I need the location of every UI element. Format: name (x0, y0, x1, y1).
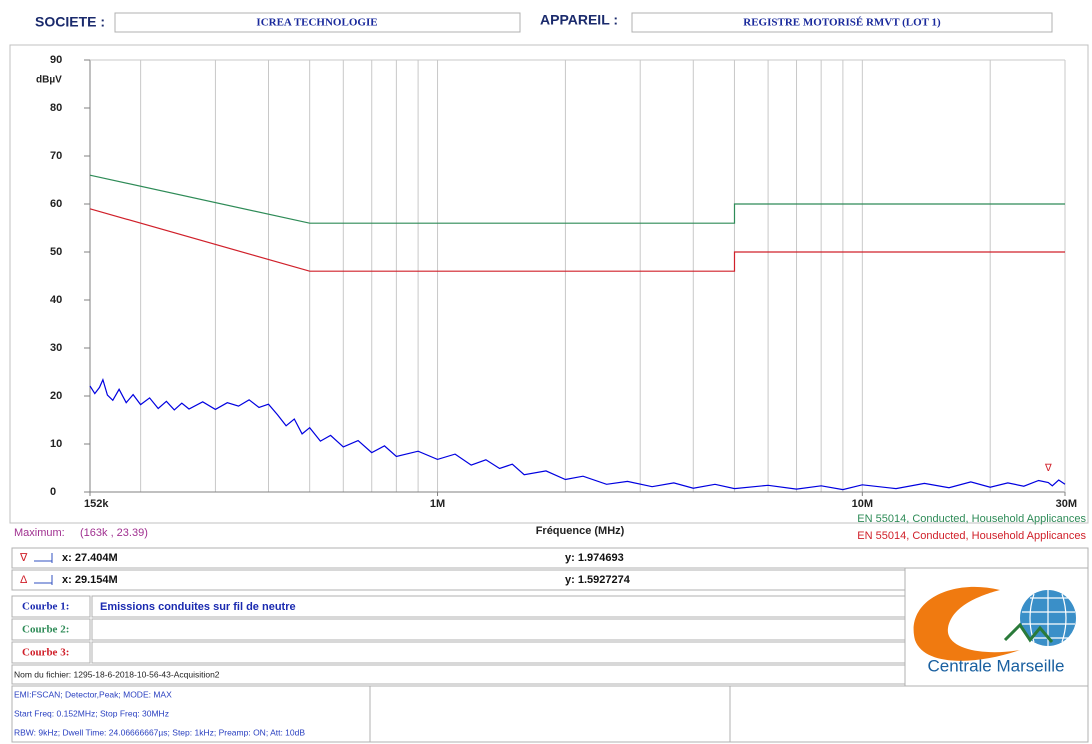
x-tick-label: 1M (430, 498, 445, 510)
file-row (11, 664, 906, 685)
y-tick-label: 60 (50, 198, 62, 210)
settings-cell (11, 685, 371, 743)
curves-table: Courbe 1: Emissions conduites sur fil de … (11, 595, 906, 664)
curve-label-cell (11, 641, 91, 664)
y-tick-label: 40 (50, 294, 62, 306)
company: ICREA TECHNOLOGIE (256, 17, 377, 29)
setting-line: EMI:FSCAN; Detector,Peak; MODE: MAX (14, 689, 172, 699)
curve-text: Emissions conduites sur fil de neutre (100, 601, 296, 613)
marker-x: x: 27.404M (62, 552, 118, 564)
company-label: SOCIETE : (35, 14, 105, 30)
device: REGISTRE MOTORISÉ RMVT (LOT 1) (743, 17, 941, 29)
curve-label: Courbe 1: (22, 601, 69, 613)
logo-m (1003, 622, 1054, 643)
y-tick-label: 10 (50, 438, 62, 450)
logo: Centrale Marseille (913, 586, 1076, 675)
curve-label-cell (11, 595, 91, 618)
marker-y: y: 1.5927274 (565, 574, 631, 586)
marker-symbol: Δ (20, 574, 28, 586)
company-box (114, 12, 521, 33)
file-name: Nom du fichier: 1295-18-6-2018-10-56-43-… (14, 669, 220, 679)
chart-frame (9, 44, 1089, 524)
logo-swoosh (913, 586, 1020, 661)
curve-label: Courbe 3: (22, 647, 69, 659)
y-tick-label: 20 (50, 390, 62, 402)
marker-row (11, 547, 1089, 569)
curve-label: Courbe 2: (22, 624, 69, 636)
y-tick-label: 0 (50, 486, 56, 498)
y-axis-label: dBµV (36, 75, 62, 86)
series-line (89, 208, 1065, 272)
x-tick-label: 10M (852, 498, 873, 510)
y-tick-label: 70 (50, 150, 62, 162)
series-line (89, 174, 1065, 224)
setting-line: RBW: 9kHz; Dwell Time: 24.06666667µs; St… (14, 727, 305, 737)
curve-label-cell (11, 618, 91, 641)
series-line (89, 377, 1066, 491)
y-tick-label: 90 (50, 54, 62, 66)
legend-entry: EN 55014, Conducted, Household Applicanc… (857, 530, 1086, 542)
y-tick-label: 80 (50, 102, 62, 114)
y-tick-label: 50 (50, 246, 62, 258)
maximum-label: Maximum: (14, 527, 65, 539)
marker-line (34, 575, 53, 585)
settings-cell (729, 685, 1089, 743)
legend-entry: EN 55014, Conducted, Household Applicanc… (857, 513, 1086, 525)
maximum-value: (163k , 23.39) (80, 527, 148, 539)
marker-x: x: 29.154M (62, 574, 118, 586)
settings: EMI:FSCAN; Detector,Peak; MODE: MAX Start… (14, 689, 305, 737)
marker-rows: ∇ x: 27.404M y: 1.974693 Δ x: 29.154M y: 1.59… (19, 552, 631, 586)
device-box (631, 12, 1053, 33)
logo-text: Centrale Marseille (928, 656, 1065, 675)
marker-line (34, 553, 53, 563)
marker-symbol: ∇ (19, 552, 28, 564)
device-label: APPAREIL : (540, 12, 618, 28)
curve-text-cell (91, 641, 906, 664)
x-axis-label: Fréquence (MHz) (536, 525, 625, 537)
marker-point: ∇ (1044, 463, 1052, 474)
curve-text-cell (91, 618, 906, 641)
x-tick-label: 30M (1056, 498, 1077, 510)
setting-line: Start Freq: 0.152MHz; Stop Freq: 30MHz (14, 708, 169, 718)
y-tick-label: 30 (50, 342, 62, 354)
marker-y: y: 1.974693 (565, 552, 624, 564)
x-tick-label: 152k (84, 498, 109, 510)
settings-cell (369, 685, 731, 743)
chart: 0 10 20 30 40 50 60 70 80 90 152k 1M 10M 30M dBµV Fréqu… (14, 54, 1086, 542)
